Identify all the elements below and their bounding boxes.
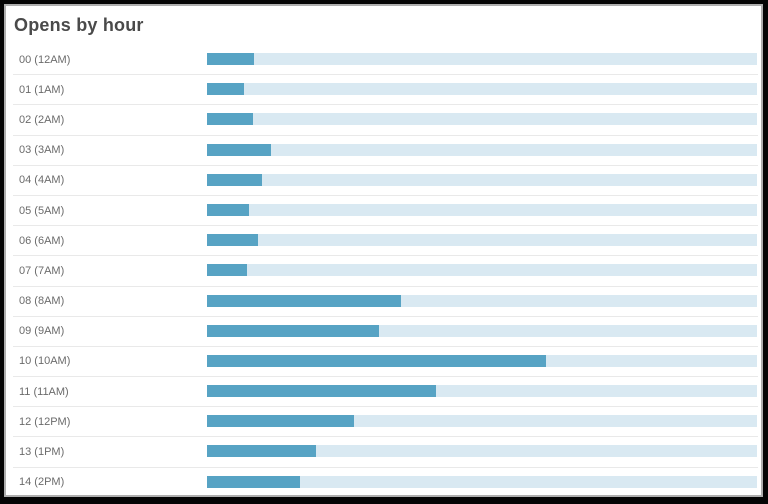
bar-track bbox=[207, 324, 757, 337]
hour-label: 03 (3AM) bbox=[19, 144, 65, 157]
hour-label: 14 (2PM) bbox=[19, 476, 65, 489]
bar-fill[interactable] bbox=[207, 354, 547, 367]
chart-row: 01 (1AM) bbox=[13, 75, 758, 106]
bar-track bbox=[207, 234, 757, 247]
bar-track bbox=[207, 264, 757, 277]
hour-label: 04 (4AM) bbox=[19, 174, 65, 187]
bar-fill[interactable] bbox=[207, 324, 380, 337]
opens-by-hour-card: Opens by hour 00 (12AM) 01 (1AM) 02 (2AM) 0… bbox=[4, 4, 763, 497]
bar-fill[interactable] bbox=[207, 415, 355, 428]
bar-fill[interactable] bbox=[207, 445, 317, 458]
bar-fill[interactable] bbox=[207, 294, 402, 307]
bar-fill[interactable] bbox=[207, 203, 250, 216]
chart-row: 10 (10AM) bbox=[13, 347, 758, 378]
bar-track bbox=[207, 475, 757, 488]
chart-title: Opens by hour bbox=[14, 15, 144, 35]
chart-row: 13 (1PM) bbox=[13, 437, 758, 468]
chart-row: 05 (5AM) bbox=[13, 196, 758, 227]
bar-track bbox=[207, 445, 757, 458]
hour-label: 06 (6AM) bbox=[19, 234, 65, 247]
chart-row: 09 (9AM) bbox=[13, 317, 758, 347]
bar-track bbox=[207, 354, 757, 367]
chart-row: 12 (12PM) bbox=[13, 407, 758, 438]
hour-label: 05 (5AM) bbox=[19, 204, 65, 217]
hour-label: 08 (8AM) bbox=[19, 295, 65, 308]
bar-fill[interactable] bbox=[207, 53, 255, 65]
bar-fill[interactable] bbox=[207, 143, 271, 156]
chart-row: 06 (6AM) bbox=[13, 226, 758, 257]
bar-track bbox=[207, 53, 757, 65]
hour-label: 07 (7AM) bbox=[19, 264, 65, 277]
chart-row: 14 (2PM) bbox=[13, 468, 758, 495]
bar-fill[interactable] bbox=[207, 113, 254, 126]
bar-track bbox=[207, 173, 757, 186]
chart-row: 08 (8AM) bbox=[13, 287, 758, 317]
chart-row: 07 (7AM) bbox=[13, 256, 758, 287]
hour-label: 12 (12PM) bbox=[19, 415, 71, 428]
hour-label: 02 (2AM) bbox=[19, 113, 65, 126]
bar-fill[interactable] bbox=[207, 385, 437, 398]
hour-label: 11 (11AM) bbox=[19, 385, 69, 398]
chart-row: 11 (11AM) bbox=[13, 377, 758, 408]
bar-track bbox=[207, 385, 757, 398]
bar-track bbox=[207, 83, 757, 96]
hour-label: 01 (1AM) bbox=[19, 83, 65, 96]
hour-label: 13 (1PM) bbox=[19, 446, 65, 459]
bar-fill[interactable] bbox=[207, 234, 259, 247]
hour-label: 09 (9AM) bbox=[19, 325, 65, 338]
bar-fill[interactable] bbox=[207, 173, 262, 186]
chart-rows: 00 (12AM) 01 (1AM) 02 (2AM) 03 (3AM) 04 (4AM… bbox=[13, 45, 758, 495]
bar-track bbox=[207, 143, 757, 156]
bar-fill[interactable] bbox=[207, 475, 300, 488]
bar-fill[interactable] bbox=[207, 83, 244, 96]
bar-track bbox=[207, 113, 757, 126]
chart-row: 04 (4AM) bbox=[13, 166, 758, 196]
chart-row: 00 (12AM) bbox=[13, 45, 758, 76]
bar-track bbox=[207, 294, 757, 307]
chart-row: 03 (3AM) bbox=[13, 136, 758, 166]
bar-track bbox=[207, 203, 757, 216]
hour-label: 00 (12AM) bbox=[19, 53, 71, 66]
chart-row: 02 (2AM) bbox=[13, 105, 758, 136]
hour-label: 10 (10AM) bbox=[19, 355, 71, 368]
bar-fill[interactable] bbox=[207, 264, 248, 277]
bar-track bbox=[207, 415, 757, 428]
